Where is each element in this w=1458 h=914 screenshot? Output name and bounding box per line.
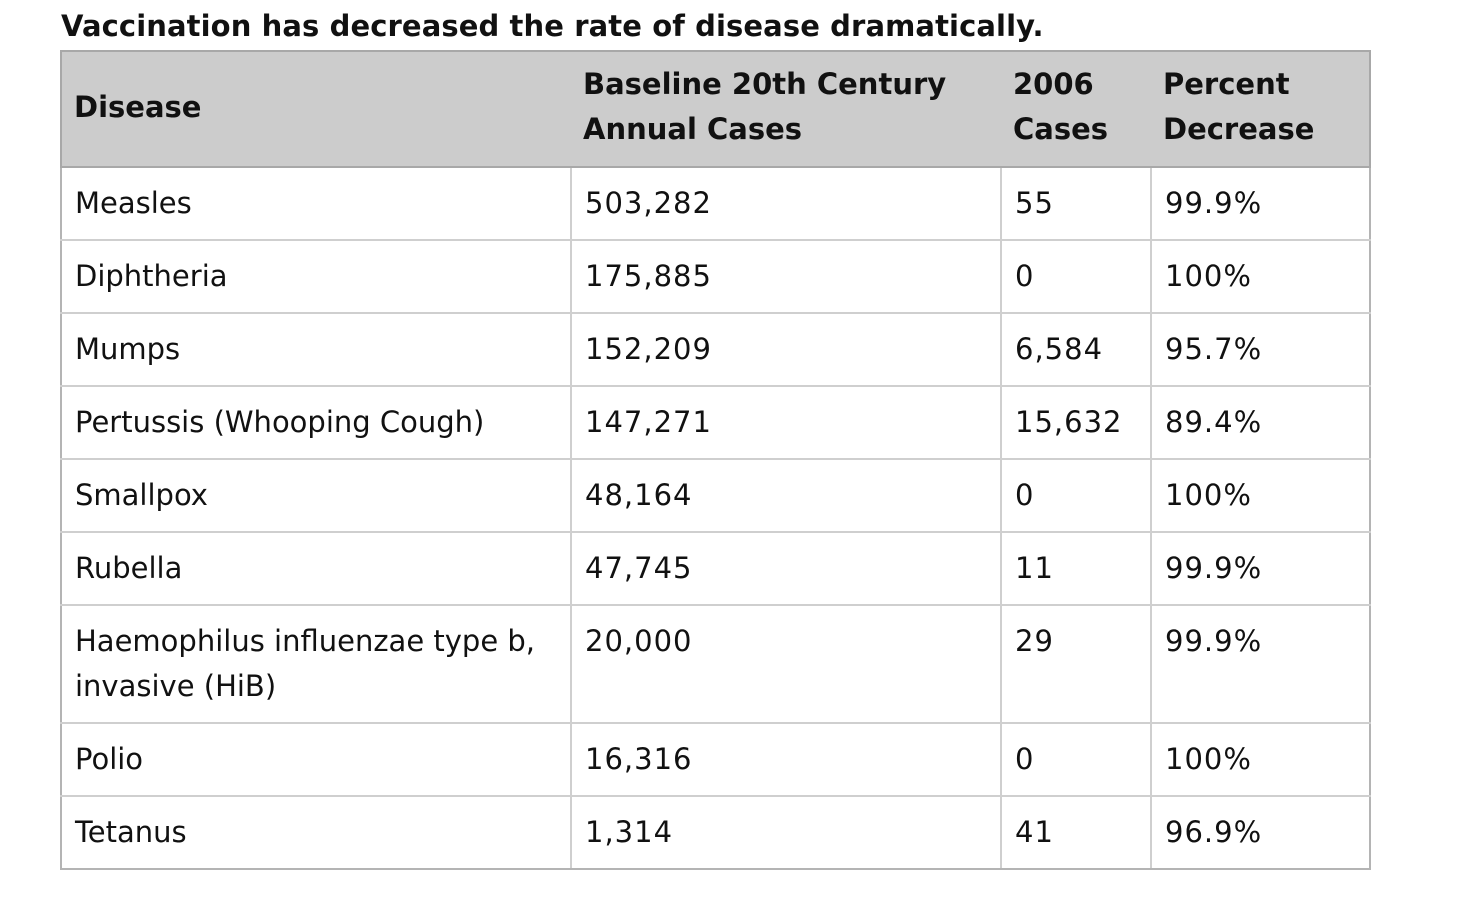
percent-decrease-cell: 100% <box>1150 722 1371 797</box>
disease-cell: Tetanus <box>60 795 572 870</box>
cases-2006-cell: 6,584 <box>1000 312 1152 387</box>
baseline-cell: 16,316 <box>570 722 1002 797</box>
percent-decrease-cell: 100% <box>1150 239 1371 314</box>
disease-cell: Mumps <box>60 312 572 387</box>
cases-2006-cell: 29 <box>1000 604 1152 724</box>
percent-decrease-cell: 95.7% <box>1150 312 1371 387</box>
table-row: Measles 503,282 55 99.9% <box>60 166 1371 241</box>
header-row: Disease Baseline 20th Century Annual Case… <box>60 50 1371 168</box>
cases-2006-cell: 0 <box>1000 239 1152 314</box>
cases-2006-cell: 11 <box>1000 531 1152 606</box>
baseline-cell: 20,000 <box>570 604 1002 724</box>
table-row: Diphtheria 175,885 0 100% <box>60 239 1371 314</box>
header-2006-cases: 2006 Cases <box>1001 50 1151 168</box>
header-percent-decrease: Percent Decrease <box>1151 50 1371 168</box>
table-caption: Vaccination has decreased the rate of di… <box>61 9 1044 43</box>
table-row: Mumps 152,209 6,584 95.7% <box>60 312 1371 387</box>
disease-cell: Measles <box>60 166 572 241</box>
disease-cell: Smallpox <box>60 458 572 533</box>
table-row: Haemophilus influenzae type b, invasive (… <box>60 604 1371 724</box>
baseline-cell: 152,209 <box>570 312 1002 387</box>
header-baseline: Baseline 20th Century Annual Cases <box>571 50 1001 168</box>
table-row: Rubella 47,745 11 99.9% <box>60 531 1371 606</box>
cases-2006-cell: 41 <box>1000 795 1152 870</box>
disease-cell: Haemophilus influenzae type b, invasive (… <box>60 604 572 724</box>
percent-decrease-cell: 99.9% <box>1150 531 1371 606</box>
percent-decrease-cell: 96.9% <box>1150 795 1371 870</box>
cases-2006-cell: 55 <box>1000 166 1152 241</box>
baseline-cell: 48,164 <box>570 458 1002 533</box>
header-disease: Disease <box>60 50 571 168</box>
percent-decrease-cell: 99.9% <box>1150 166 1371 241</box>
baseline-cell: 47,745 <box>570 531 1002 606</box>
percent-decrease-cell: 89.4% <box>1150 385 1371 460</box>
disease-cell: Pertussis (Whooping Cough) <box>60 385 572 460</box>
baseline-cell: 175,885 <box>570 239 1002 314</box>
cases-2006-cell: 0 <box>1000 458 1152 533</box>
table-row: Smallpox 48,164 0 100% <box>60 458 1371 533</box>
cases-2006-cell: 0 <box>1000 722 1152 797</box>
vaccination-table: Disease Baseline 20th Century Annual Case… <box>60 50 1371 870</box>
disease-cell: Diphtheria <box>60 239 572 314</box>
baseline-cell: 503,282 <box>570 166 1002 241</box>
baseline-cell: 147,271 <box>570 385 1002 460</box>
table-row: Pertussis (Whooping Cough) 147,271 15,63… <box>60 385 1371 460</box>
baseline-cell: 1,314 <box>570 795 1002 870</box>
disease-cell: Polio <box>60 722 572 797</box>
table-row: Polio 16,316 0 100% <box>60 722 1371 797</box>
cases-2006-cell: 15,632 <box>1000 385 1152 460</box>
percent-decrease-cell: 100% <box>1150 458 1371 533</box>
disease-cell: Rubella <box>60 531 572 606</box>
table-row: Tetanus 1,314 41 96.9% <box>60 795 1371 870</box>
percent-decrease-cell: 99.9% <box>1150 604 1371 724</box>
